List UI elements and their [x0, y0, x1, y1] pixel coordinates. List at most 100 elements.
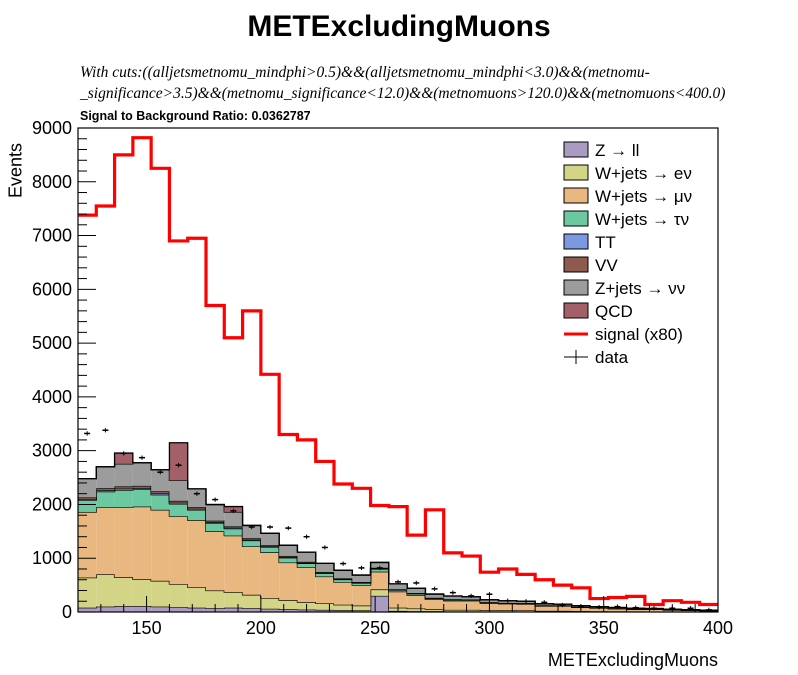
- stack-bar: [132, 506, 152, 580]
- stack-bar: [151, 580, 170, 607]
- cut-description-line-1: With cuts:((alljetsmetnomu_mindphi>0.5)&…: [80, 64, 650, 81]
- stack-bar: [114, 489, 133, 508]
- cut-description-line-2: _significance>3.5)&&(metnomu_significanc…: [80, 85, 726, 102]
- stack-bar: [206, 520, 225, 523]
- stack-bar: [279, 557, 298, 563]
- legend-swatch: [563, 302, 589, 319]
- stack-bar: [315, 603, 334, 610]
- stack-bar: [187, 509, 206, 521]
- stack-bar: [242, 608, 261, 612]
- stack-bar: [78, 497, 97, 500]
- legend-label: TT: [595, 233, 616, 252]
- stack-bar: [132, 489, 152, 507]
- stack-bar: [425, 599, 444, 610]
- y-tick-label: 3000: [32, 441, 72, 461]
- stack-bar: [224, 511, 243, 527]
- stack-bar: [187, 507, 206, 509]
- stack-bar: [260, 608, 280, 612]
- stack-bar: [370, 562, 389, 568]
- stack-bar: [334, 570, 353, 579]
- stack-bar: [78, 511, 97, 578]
- stack-bar: [334, 582, 353, 605]
- stack-bar: [169, 503, 188, 517]
- stack-bar: [260, 552, 280, 599]
- stack-bar: [169, 516, 188, 585]
- legend-swatch: [563, 187, 589, 204]
- stack-bar: [443, 600, 462, 610]
- y-tick-label: 6000: [32, 279, 72, 299]
- stack-bar: [242, 546, 261, 595]
- stack-bar: [407, 588, 426, 594]
- stack-bar: [498, 610, 517, 612]
- stack-bar: [315, 573, 334, 577]
- stack-bar: [388, 591, 408, 608]
- stack-bar: [407, 595, 426, 609]
- stack-bar: [151, 493, 170, 495]
- y-tick-label: 0: [62, 602, 72, 622]
- stack-bar: [242, 594, 261, 609]
- stack-bar: [315, 609, 334, 612]
- stack-bar: [132, 462, 152, 486]
- stack-bar: [224, 535, 243, 593]
- x-tick-label: 200: [246, 618, 276, 638]
- stack-bar: [462, 609, 481, 612]
- stack-bar: [114, 463, 133, 487]
- legend-label: W+jets → μν: [595, 187, 692, 206]
- stack-bar: [187, 520, 206, 588]
- legend-swatch: [563, 279, 589, 296]
- legend-swatch: [563, 256, 589, 273]
- stack-bar: [114, 486, 133, 489]
- stack-bar: [388, 583, 408, 590]
- legend: Z → ll W+jets → eν W+jets → μν W+jets → τν T…: [563, 141, 692, 367]
- stack-bar: [169, 500, 188, 503]
- stack-bar: [224, 528, 243, 536]
- stack-bar: [96, 491, 115, 508]
- stack-bar: [334, 604, 353, 611]
- stack-bar: [315, 563, 334, 572]
- stack-bar: [279, 600, 298, 610]
- background-stack: [78, 442, 718, 613]
- stack-bar: [206, 531, 225, 591]
- y-tick-label: 4000: [32, 387, 72, 407]
- stack-bar: [96, 466, 115, 489]
- stack-bar: [224, 592, 243, 608]
- stack-bar: [279, 609, 298, 612]
- stack-bar: [206, 523, 225, 532]
- legend-swatch: [563, 233, 589, 250]
- stack-bar: [425, 594, 444, 598]
- stack-bar: [96, 507, 115, 575]
- stack-bar: [206, 504, 225, 521]
- stack-bar: [78, 577, 97, 608]
- stack-bar: [297, 563, 316, 568]
- x-tick-label: 150: [132, 618, 162, 638]
- stack-bar: [407, 593, 426, 596]
- stack-bar: [260, 533, 280, 546]
- y-tick-label: 5000: [32, 333, 72, 353]
- stack-bar: [169, 607, 188, 612]
- stack-bar: [352, 605, 371, 611]
- stack-bar: [96, 574, 115, 607]
- legend-label: Z → ll: [595, 141, 639, 160]
- stack-bar: [407, 608, 426, 612]
- x-axis-label: METExcludingMuons: [547, 650, 718, 670]
- stack-bar: [352, 610, 371, 612]
- stack-bar: [151, 509, 170, 581]
- legend-label: VV: [595, 256, 618, 275]
- y-tick-label: 7000: [32, 226, 72, 246]
- stack-bar: [242, 538, 261, 540]
- signal-line-group: [78, 136, 718, 607]
- signal-background-ratio: Signal to Background Ratio: 0.0362787: [80, 109, 311, 123]
- stack-bar: [78, 607, 97, 612]
- stack-bar: [96, 490, 115, 492]
- stack-bar: [114, 507, 133, 578]
- legend-swatch: [563, 210, 589, 227]
- stack-bar: [242, 525, 261, 539]
- stack-bar: [462, 596, 481, 600]
- stack-bar: [516, 603, 536, 611]
- y-tick-label: 2000: [32, 494, 72, 514]
- stack-bar: [352, 575, 371, 583]
- stack-bar: [590, 608, 609, 612]
- y-tick-label: 9000: [32, 118, 72, 138]
- stack-bar: [187, 587, 206, 608]
